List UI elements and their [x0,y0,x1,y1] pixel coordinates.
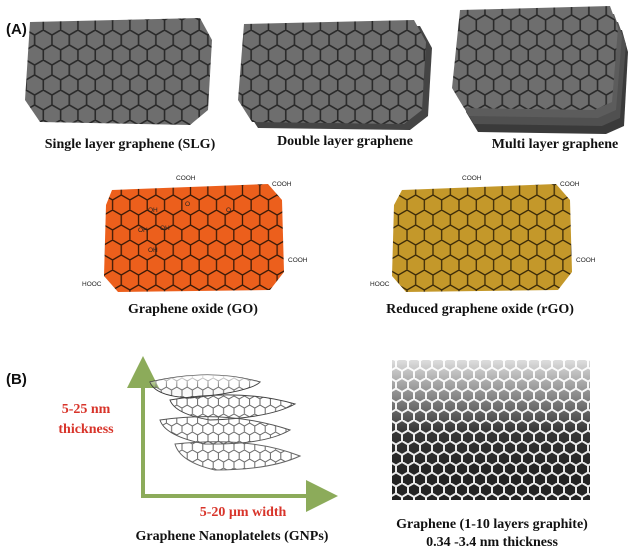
panel-label: (B) [6,371,27,388]
go-sheet [104,184,284,292]
platelet-shade [150,375,260,398]
rgo-sheet [392,184,572,292]
thickness-label: 5-25 nm [62,402,111,417]
group: O [226,207,231,214]
group: OH [138,227,148,234]
caption: Graphene (1-10 layers graphite) [396,517,588,532]
group: COOH [560,181,580,188]
group: COOH [576,257,596,264]
group: OH [148,207,158,214]
caption: 0.34 -3.4 nm thickness [426,535,558,550]
group: O [185,201,190,208]
caption: Reduced graphene oxide (rGO) [386,302,574,317]
platelet [169,394,297,421]
platelet [174,441,302,471]
caption: Graphene Nanoplatelets (GNPs) [136,529,329,544]
group: HOOC [370,281,390,288]
group: COOH [176,175,196,182]
group: COOH [288,257,308,264]
group: OH [148,247,158,254]
graphene-shade [392,360,590,500]
caption: Graphene oxide (GO) [128,302,258,317]
panel-label: (A) [6,21,27,38]
thickness-label: thickness [58,422,114,437]
mlg-layer-top [452,6,618,110]
group: COOH [462,175,482,182]
caption: Double layer graphene [277,134,413,149]
platelet [159,416,292,445]
slg-sheet [25,18,212,125]
gnp-stack [149,374,302,471]
caption: Multi layer graphene [492,137,619,152]
graphene-image [392,360,590,500]
group: OH [160,225,170,232]
width-label: 5-20 µm width [200,505,287,520]
caption: Single layer graphene (SLG) [45,137,216,152]
group: COOH [272,181,292,188]
dlg-layer-front [238,20,426,124]
group: HOOC [82,281,102,288]
